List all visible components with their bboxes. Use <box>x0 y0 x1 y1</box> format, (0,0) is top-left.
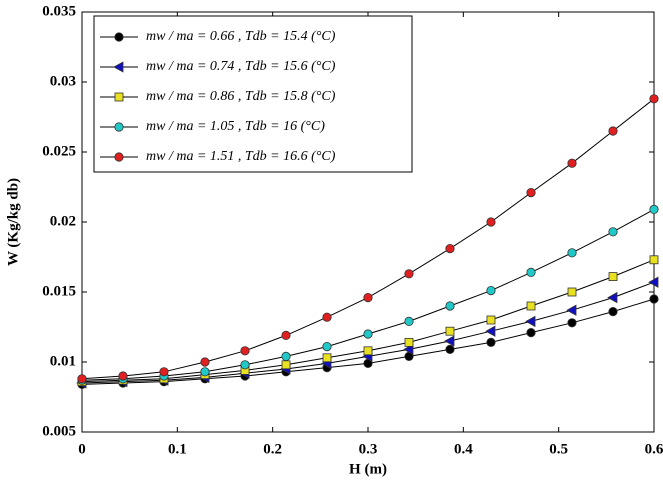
marker <box>526 267 536 277</box>
marker <box>486 285 496 296</box>
marker <box>486 217 496 227</box>
marker <box>322 353 332 363</box>
marker <box>403 343 414 356</box>
marker <box>322 341 332 352</box>
legend-box <box>93 15 413 173</box>
marker <box>607 291 618 304</box>
marker <box>649 94 659 104</box>
y-tick-label: 0.025 <box>42 143 76 159</box>
marker <box>404 316 414 326</box>
marker <box>444 335 455 347</box>
marker <box>526 301 536 311</box>
marker <box>404 337 414 347</box>
marker <box>445 244 455 254</box>
marker <box>526 188 536 198</box>
marker <box>567 248 577 258</box>
marker <box>118 371 128 381</box>
y-tick-label: 0.02 <box>50 213 76 229</box>
y-tick-label: 0.03 <box>50 73 76 89</box>
marker <box>281 330 291 340</box>
marker <box>608 306 618 317</box>
marker <box>567 158 577 168</box>
marker <box>113 61 124 73</box>
legend-label: mw / ma = 0.74 , Tdb = 15.6 (°C) <box>146 59 336 74</box>
marker <box>486 337 496 347</box>
marker <box>240 360 250 370</box>
x-tick-label: 0.3 <box>359 441 378 457</box>
marker <box>200 367 210 377</box>
marker <box>567 318 577 328</box>
y-axis-label: W (Kg/kg db) <box>5 178 21 266</box>
y-tick-label: 0.015 <box>42 283 76 299</box>
y-tick-label: 0.01 <box>50 353 76 369</box>
marker <box>240 346 250 356</box>
x-tick-label: 0 <box>78 441 86 457</box>
marker <box>567 287 577 297</box>
legend-label: mw / ma = 1.05 , Tdb = 16 (°C) <box>146 119 325 134</box>
marker <box>363 346 373 356</box>
marker <box>322 312 332 322</box>
marker <box>649 204 659 214</box>
y-tick-label: 0.005 <box>42 423 76 439</box>
marker <box>77 374 87 384</box>
x-tick-label: 0.2 <box>263 441 282 457</box>
marker <box>281 360 291 370</box>
marker <box>114 152 124 162</box>
marker <box>114 122 124 132</box>
marker <box>608 126 618 136</box>
marker <box>445 326 455 336</box>
marker <box>608 227 618 237</box>
legend-label: mw / ma = 0.66 , Tdb = 15.4 (°C) <box>146 29 336 44</box>
marker <box>525 315 536 328</box>
marker <box>486 315 496 325</box>
marker <box>648 276 659 288</box>
marker <box>445 344 455 354</box>
marker <box>485 325 496 337</box>
x-tick-label: 0.1 <box>168 441 187 457</box>
marker <box>526 327 536 338</box>
y-tick-label: 0.035 <box>42 3 76 19</box>
marker <box>404 269 414 279</box>
marker <box>649 255 659 265</box>
marker <box>649 294 659 304</box>
x-axis-label: H (m) <box>349 461 387 477</box>
marker <box>566 304 577 316</box>
legend-label: mw / ma = 0.86 , Tdb = 15.8 (°C) <box>146 89 336 104</box>
x-tick-label: 0.5 <box>549 441 568 457</box>
marker <box>445 301 455 311</box>
marker <box>114 32 124 42</box>
marker <box>159 367 169 377</box>
marker <box>363 329 373 339</box>
marker <box>608 272 618 282</box>
marker <box>200 357 210 367</box>
legend-label: mw / ma = 1.51 , Tdb = 16.6 (°C) <box>146 149 336 164</box>
x-tick-label: 0.4 <box>454 441 473 457</box>
marker <box>281 351 291 361</box>
legend: mw / ma = 0.66 , Tdb = 15.4 (°C) mw / ma … <box>93 15 413 173</box>
marker <box>114 92 124 102</box>
x-tick-label: 0.6 <box>645 441 663 457</box>
marker <box>363 292 373 303</box>
